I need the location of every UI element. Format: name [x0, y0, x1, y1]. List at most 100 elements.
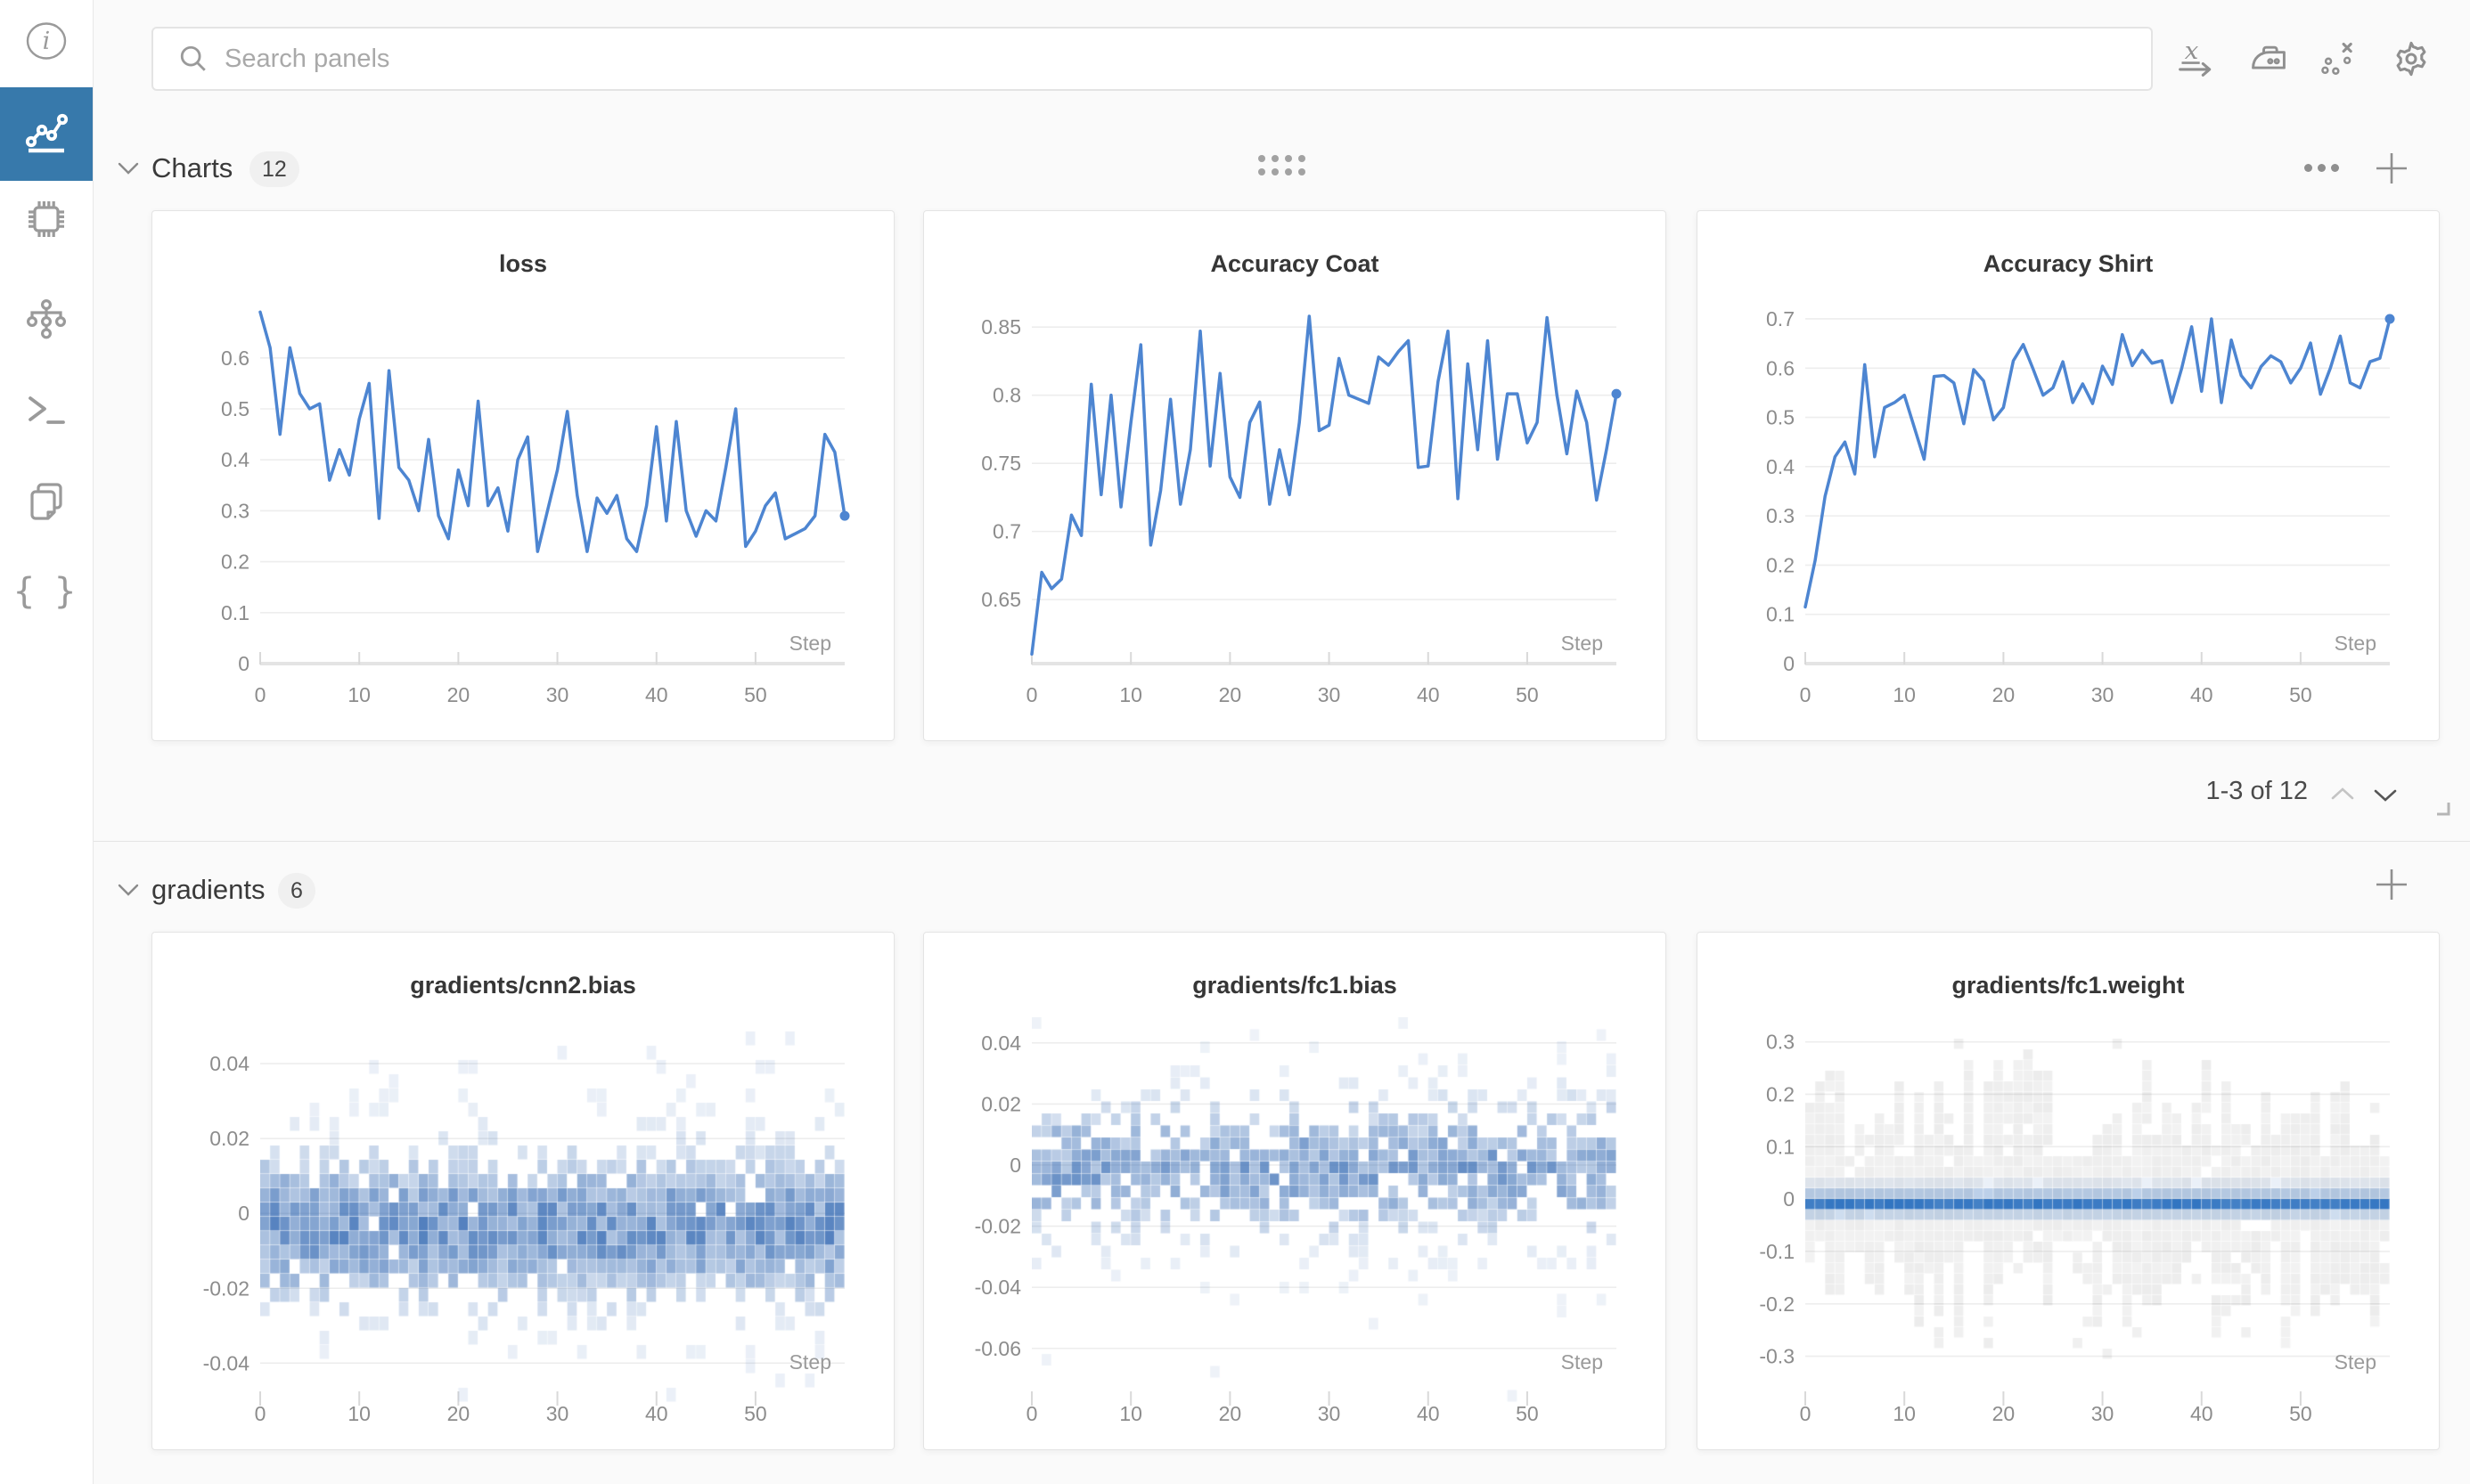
svg-text:20: 20 [1992, 683, 2016, 706]
svg-text:20: 20 [447, 683, 470, 706]
svg-text:0.1: 0.1 [1766, 603, 1795, 626]
section-resize-handle-icon[interactable] [2434, 800, 2450, 820]
svg-text:0.65: 0.65 [981, 588, 1021, 611]
search-icon [180, 45, 206, 71]
sidebar-item-files[interactable] [0, 464, 93, 542]
svg-text:0: 0 [1783, 1187, 1795, 1211]
section-gradients-title: gradients [151, 874, 266, 905]
sidebar-item-charts[interactable] [0, 87, 93, 181]
svg-text:0.1: 0.1 [221, 601, 249, 624]
svg-text:-0.1: -0.1 [1759, 1240, 1795, 1263]
svg-text:40: 40 [645, 683, 668, 706]
svg-text:0: 0 [1783, 652, 1795, 675]
pagination-label: 1-3 of 12 [2205, 777, 2308, 805]
svg-text:0: 0 [1800, 683, 1812, 706]
svg-text:50: 50 [1516, 683, 1539, 706]
svg-text:0.02: 0.02 [981, 1092, 1021, 1115]
svg-text:0.5: 0.5 [1766, 406, 1795, 429]
svg-text:i: i [43, 28, 51, 55]
panel-gradients-fc1-bias[interactable]: gradients/fc1.bias 0.04 0.02 0 -0.02 -0.04 -0… [923, 932, 1666, 1450]
svg-text:10: 10 [1893, 683, 1916, 706]
accuracy-shirt-line-chart: 0.7 0.6 0.5 0.4 0.3 0.2 0.1 00 10 20 30 40 50 Step [1766, 307, 2395, 706]
panel-accuracy-shirt[interactable]: Accuracy Shirt 0.7 0.6 0.5 0.4 0.3 0.2 0.1 0 0 10… [1697, 210, 2440, 741]
panel-title: gradients/fc1.weight [1951, 972, 2185, 999]
svg-text:0.7: 0.7 [1766, 307, 1795, 330]
fc1-weight-heatmap [1805, 1017, 2390, 1409]
section-gradients-add-panel-button[interactable] [2373, 866, 2410, 908]
svg-text:0.3: 0.3 [221, 499, 249, 522]
svg-text:20: 20 [1219, 683, 1242, 706]
sidebar-item-info[interactable]: i [0, 4, 93, 82]
line-chart-icon [23, 110, 70, 159]
svg-text:40: 40 [2190, 683, 2213, 706]
section-charts-add-panel-button[interactable] [2373, 150, 2410, 192]
section-charts-collapse-chevron-icon[interactable] [117, 160, 140, 181]
files-icon [24, 480, 69, 527]
accuracy-coat-line-chart: 0.85 0.8 0.75 0.7 0.65 0 10 20 30 40 50 Step [981, 314, 1622, 706]
sidebar-item-system[interactable] [0, 182, 93, 260]
svg-text:0: 0 [1010, 1154, 1021, 1177]
svg-text:0.1: 0.1 [1766, 1135, 1795, 1158]
pagination-next-chevron-icon[interactable] [2370, 784, 2400, 810]
svg-text:0.2: 0.2 [1766, 553, 1795, 576]
svg-text:10: 10 [1119, 683, 1142, 706]
svg-text:x: x [2185, 39, 2199, 65]
pagination-prev-chevron-icon[interactable] [2327, 784, 2358, 810]
smoothing-iron-icon[interactable] [2247, 37, 2290, 80]
svg-text:0: 0 [1026, 683, 1038, 706]
outliers-icon[interactable] [2318, 37, 2360, 80]
panel-title: Accuracy Shirt [1983, 250, 2154, 277]
svg-text:0: 0 [255, 683, 266, 706]
svg-text:0.04: 0.04 [981, 1031, 1021, 1055]
svg-text:0: 0 [238, 1202, 249, 1225]
svg-text:0.8: 0.8 [993, 384, 1021, 407]
svg-text:0.5: 0.5 [221, 397, 249, 420]
svg-text:-0.02: -0.02 [203, 1276, 249, 1300]
svg-text:0.4: 0.4 [1766, 455, 1795, 478]
settings-gear-icon[interactable] [2390, 37, 2433, 80]
section-gradients-collapse-chevron-icon[interactable] [117, 882, 140, 902]
svg-text:0.2: 0.2 [1766, 1082, 1795, 1105]
panel-title: gradients/cnn2.bias [410, 972, 636, 999]
section-charts-menu-button[interactable] [2304, 164, 2339, 172]
svg-text:-0.04: -0.04 [975, 1276, 1022, 1299]
panel-loss[interactable]: loss 0.6 0.5 0.4 0.3 0.2 0.1 0 0 10 20 30 40 50 Step [151, 210, 895, 741]
model-graph-icon [24, 298, 69, 344]
svg-text:Step: Step [1561, 632, 1603, 655]
svg-text:-0.2: -0.2 [1759, 1292, 1795, 1316]
svg-text:0.4: 0.4 [221, 448, 249, 471]
braces-icon: { } [12, 571, 80, 612]
panel-title: Accuracy Coat [1210, 250, 1379, 277]
loss-line-chart: 0.6 0.5 0.4 0.3 0.2 0.1 00 10 20 30 40 50 Step [221, 310, 850, 706]
panel-accuracy-coat[interactable]: Accuracy Coat 0.85 0.8 0.75 0.7 0.65 0 10 20 30 4… [923, 210, 1666, 741]
sidebar: i [0, 0, 94, 1484]
svg-text:0.75: 0.75 [981, 452, 1021, 475]
svg-text:Step: Step [789, 632, 831, 655]
sidebar-item-model[interactable] [0, 281, 93, 360]
search-input[interactable] [223, 43, 2151, 75]
svg-text:10: 10 [348, 683, 371, 706]
sidebar-item-config[interactable]: { } [0, 552, 93, 631]
sidebar-item-logs[interactable] [0, 372, 93, 451]
panel-title: gradients/fc1.bias [1192, 972, 1397, 999]
svg-text:-0.04: -0.04 [203, 1351, 250, 1374]
section-charts-title: Charts [151, 152, 233, 183]
cnn2-bias-heatmap [260, 1017, 845, 1409]
x-axis-icon[interactable]: x [2175, 37, 2218, 80]
svg-text:0.04: 0.04 [209, 1052, 249, 1075]
svg-text:0.02: 0.02 [209, 1127, 249, 1150]
svg-text:0: 0 [238, 652, 249, 675]
terminal-icon [24, 390, 69, 434]
search-bar [151, 27, 2153, 91]
svg-text:0.3: 0.3 [1766, 504, 1795, 527]
svg-text:30: 30 [1318, 683, 1341, 706]
drag-handle[interactable] [1258, 155, 1305, 175]
panel-title: loss [498, 250, 548, 277]
svg-text:-0.3: -0.3 [1759, 1345, 1795, 1368]
info-icon: i [26, 21, 67, 65]
panel-gradients-fc1-weight[interactable]: gradients/fc1.weight 0.3 0.2 0.1 0 -0.1 -0.2 -… [1697, 932, 2440, 1450]
svg-text:-0.02: -0.02 [975, 1215, 1021, 1238]
svg-text:0.6: 0.6 [221, 347, 249, 370]
panel-gradients-cnn2-bias[interactable]: gradients/cnn2.bias 0.04 0.02 0 -0.02 -0.04 0… [151, 932, 895, 1450]
fc1-bias-heatmap [1032, 1017, 1616, 1409]
